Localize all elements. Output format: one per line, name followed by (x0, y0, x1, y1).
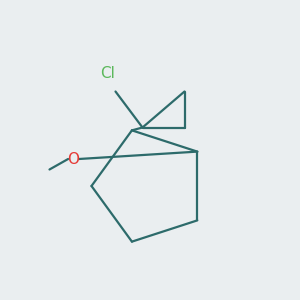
Text: Cl: Cl (100, 66, 116, 81)
Text: O: O (68, 152, 80, 166)
